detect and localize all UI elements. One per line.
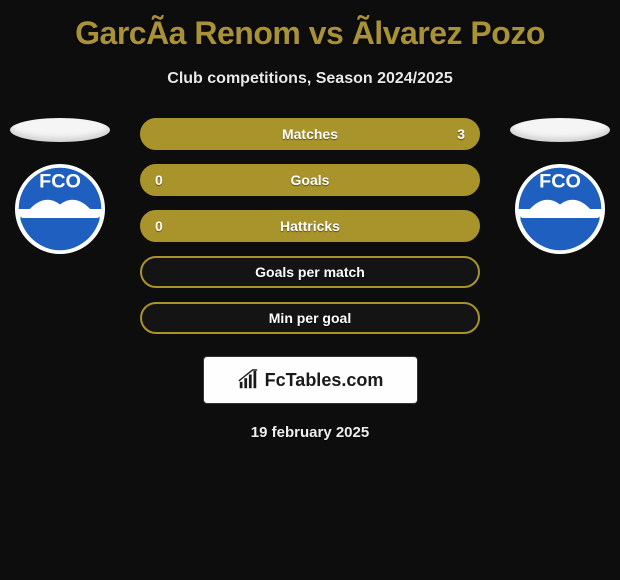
- page-title: GarcÃ­a Renom vs Ãlvarez Pozo: [75, 15, 545, 52]
- player-left-ellipse: [10, 118, 110, 142]
- fctables-badge[interactable]: FcTables.com: [203, 356, 418, 404]
- stat-left-value: 0: [155, 172, 163, 188]
- stat-row-goals: 0 Goals: [140, 164, 480, 196]
- stat-left-value: 0: [155, 218, 163, 234]
- club-crest-icon: FCO: [515, 164, 605, 254]
- svg-text:FCO: FCO: [39, 170, 81, 192]
- stat-row-matches: Matches 3: [140, 118, 480, 150]
- subtitle: Club competitions, Season 2024/2025: [167, 70, 452, 88]
- footer-date: 19 february 2025: [251, 424, 369, 441]
- stat-label: Goals: [291, 172, 330, 188]
- svg-text:FCO: FCO: [539, 170, 581, 192]
- club-crest-icon: FCO: [15, 164, 105, 254]
- player-right-ellipse: [510, 118, 610, 142]
- chart-icon: [237, 369, 259, 391]
- stat-row-hattricks: 0 Hattricks: [140, 210, 480, 242]
- stat-label: Hattricks: [280, 218, 340, 234]
- stats-area: FCO FCO: [0, 118, 620, 334]
- stat-row-goals-per-match: Goals per match: [140, 256, 480, 288]
- stat-label: Goals per match: [255, 264, 365, 280]
- stat-label: Matches: [282, 126, 338, 142]
- player-right-column: FCO: [510, 118, 610, 254]
- stat-label: Min per goal: [269, 310, 351, 326]
- fctables-label: FcTables.com: [265, 370, 384, 391]
- player-right-crest: FCO: [515, 164, 605, 254]
- player-left-column: FCO: [10, 118, 110, 254]
- stat-row-min-per-goal: Min per goal: [140, 302, 480, 334]
- player-left-crest: FCO: [15, 164, 105, 254]
- stat-right-value: 3: [457, 126, 465, 142]
